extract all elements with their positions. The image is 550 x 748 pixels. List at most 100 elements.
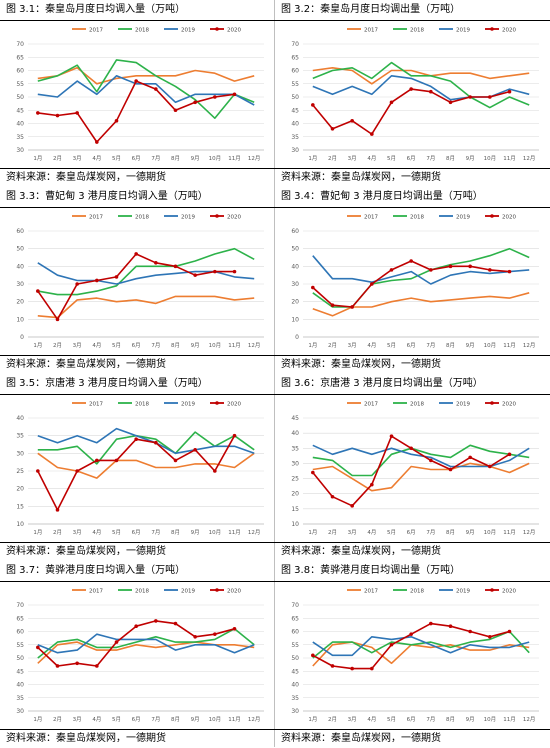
- data-point: [193, 273, 197, 277]
- x-tick-label: 1月: [308, 716, 317, 723]
- y-tick-label: 50: [291, 246, 299, 253]
- x-tick-label: 4月: [92, 342, 101, 349]
- data-point: [488, 268, 492, 272]
- legend-marker: [490, 214, 494, 218]
- y-tick-label: 45: [16, 668, 24, 675]
- x-tick-label: 11月: [503, 155, 516, 162]
- x-tick-label: 6月: [132, 155, 141, 162]
- data-point: [370, 282, 374, 286]
- data-point: [95, 140, 99, 144]
- legend-label: 2019: [181, 215, 195, 221]
- data-point: [448, 264, 453, 269]
- data-point: [350, 305, 354, 309]
- series-line-2020: [312, 88, 510, 135]
- legend-marker: [490, 588, 494, 592]
- y-tick-label: 55: [16, 81, 24, 88]
- chart-title: 图 3.5：京唐港 3 港月度日均调入量（万吨）: [0, 374, 275, 395]
- legend-label: 2017: [89, 215, 103, 221]
- data-point: [75, 661, 79, 666]
- series-line-2019: [312, 255, 530, 285]
- x-tick-label: 12月: [248, 155, 261, 162]
- x-tick-label: 7月: [426, 529, 435, 536]
- x-tick-label: 2月: [328, 342, 337, 349]
- y-tick-label: 35: [16, 433, 24, 440]
- y-tick-label: 50: [16, 246, 24, 253]
- x-tick-label: 8月: [446, 716, 455, 723]
- legend-label: 2018: [410, 215, 424, 221]
- legend-label: 2019: [456, 28, 470, 34]
- y-tick-label: 50: [291, 94, 299, 101]
- x-tick-label: 4月: [92, 155, 101, 162]
- data-point: [429, 268, 433, 272]
- series-line-2019: [312, 635, 530, 657]
- x-tick-label: 1月: [33, 155, 42, 162]
- data-point: [330, 127, 335, 131]
- y-tick-label: 40: [16, 682, 24, 689]
- x-tick-label: 8月: [446, 155, 455, 162]
- x-tick-label: 4月: [367, 716, 376, 723]
- legend-label: 2019: [456, 402, 470, 408]
- legend-label: 2020: [502, 402, 516, 408]
- legend-label: 2019: [181, 28, 195, 34]
- data-point: [488, 95, 492, 99]
- data-point: [55, 113, 60, 118]
- x-tick-label: 6月: [407, 155, 416, 162]
- series-line-2020: [37, 435, 236, 511]
- legend-label: 2019: [181, 589, 195, 595]
- data-point: [370, 666, 374, 671]
- data-point: [193, 100, 197, 105]
- legend-label: 2017: [89, 589, 103, 595]
- y-tick-label: 65: [291, 54, 299, 61]
- x-tick-label: 10月: [209, 716, 222, 723]
- y-tick-label: 50: [16, 94, 24, 101]
- x-tick-label: 9月: [466, 155, 475, 162]
- x-tick-label: 1月: [33, 342, 42, 349]
- legend-marker: [215, 401, 219, 405]
- legend: 2017 2018 2019 2020: [72, 214, 241, 221]
- legend-label: 2018: [135, 402, 149, 408]
- legend-marker: [490, 401, 494, 405]
- data-point: [232, 627, 237, 631]
- data-point: [114, 119, 119, 123]
- legend-label: 2017: [364, 215, 378, 221]
- data-point: [311, 470, 315, 475]
- y-tick-label: 15: [16, 503, 24, 510]
- data-point: [330, 303, 335, 307]
- y-tick-label: 15: [291, 506, 299, 513]
- data-point: [173, 621, 178, 626]
- data-point: [75, 111, 79, 115]
- x-tick-label: 12月: [248, 716, 261, 723]
- data-point: [36, 289, 40, 293]
- legend-label: 2020: [502, 215, 516, 221]
- data-point: [55, 508, 60, 512]
- y-tick-label: 70: [16, 602, 24, 609]
- y-tick-label: 35: [16, 134, 24, 141]
- x-tick-label: 7月: [151, 342, 160, 349]
- x-tick-label: 8月: [446, 529, 455, 536]
- source-note: 资料来源：秦皇岛煤炭网，一德期货: [0, 542, 275, 561]
- legend-marker: [490, 27, 494, 31]
- y-tick-label: 30: [16, 450, 24, 457]
- line-chart: 2017 2018 2019 2020 30 35 40 45 50 55 60 65 70 1月 2月 3月…: [16, 27, 264, 162]
- y-tick-label: 70: [291, 41, 299, 48]
- y-tick-label: 30: [16, 281, 24, 288]
- legend-label: 2017: [89, 402, 103, 408]
- data-point: [330, 664, 335, 668]
- line-chart: 2017 2018 2019 2020 10 15 20 25 30 35 40 1月 2月 3月 4月 5月…: [16, 401, 264, 536]
- legend: 2017 2018 2019 2020: [72, 401, 241, 408]
- x-tick-label: 6月: [132, 716, 141, 723]
- line-chart: 2017 2018 2019 2020 30 35 40 45 50 55 60 65 70 1月 2月 3月…: [16, 588, 264, 723]
- series-line-2017: [312, 66, 530, 85]
- data-point: [134, 624, 138, 628]
- series-line-2018: [312, 630, 530, 659]
- data-point: [488, 464, 492, 469]
- y-tick-label: 55: [291, 642, 299, 649]
- data-point: [389, 642, 394, 647]
- x-tick-label: 1月: [308, 342, 317, 349]
- x-tick-label: 3月: [73, 716, 82, 723]
- x-tick-label: 7月: [151, 529, 160, 536]
- x-tick-label: 3月: [348, 716, 357, 723]
- x-tick-label: 7月: [151, 716, 160, 723]
- x-tick-label: 12月: [523, 155, 536, 162]
- y-tick-label: 40: [291, 430, 299, 437]
